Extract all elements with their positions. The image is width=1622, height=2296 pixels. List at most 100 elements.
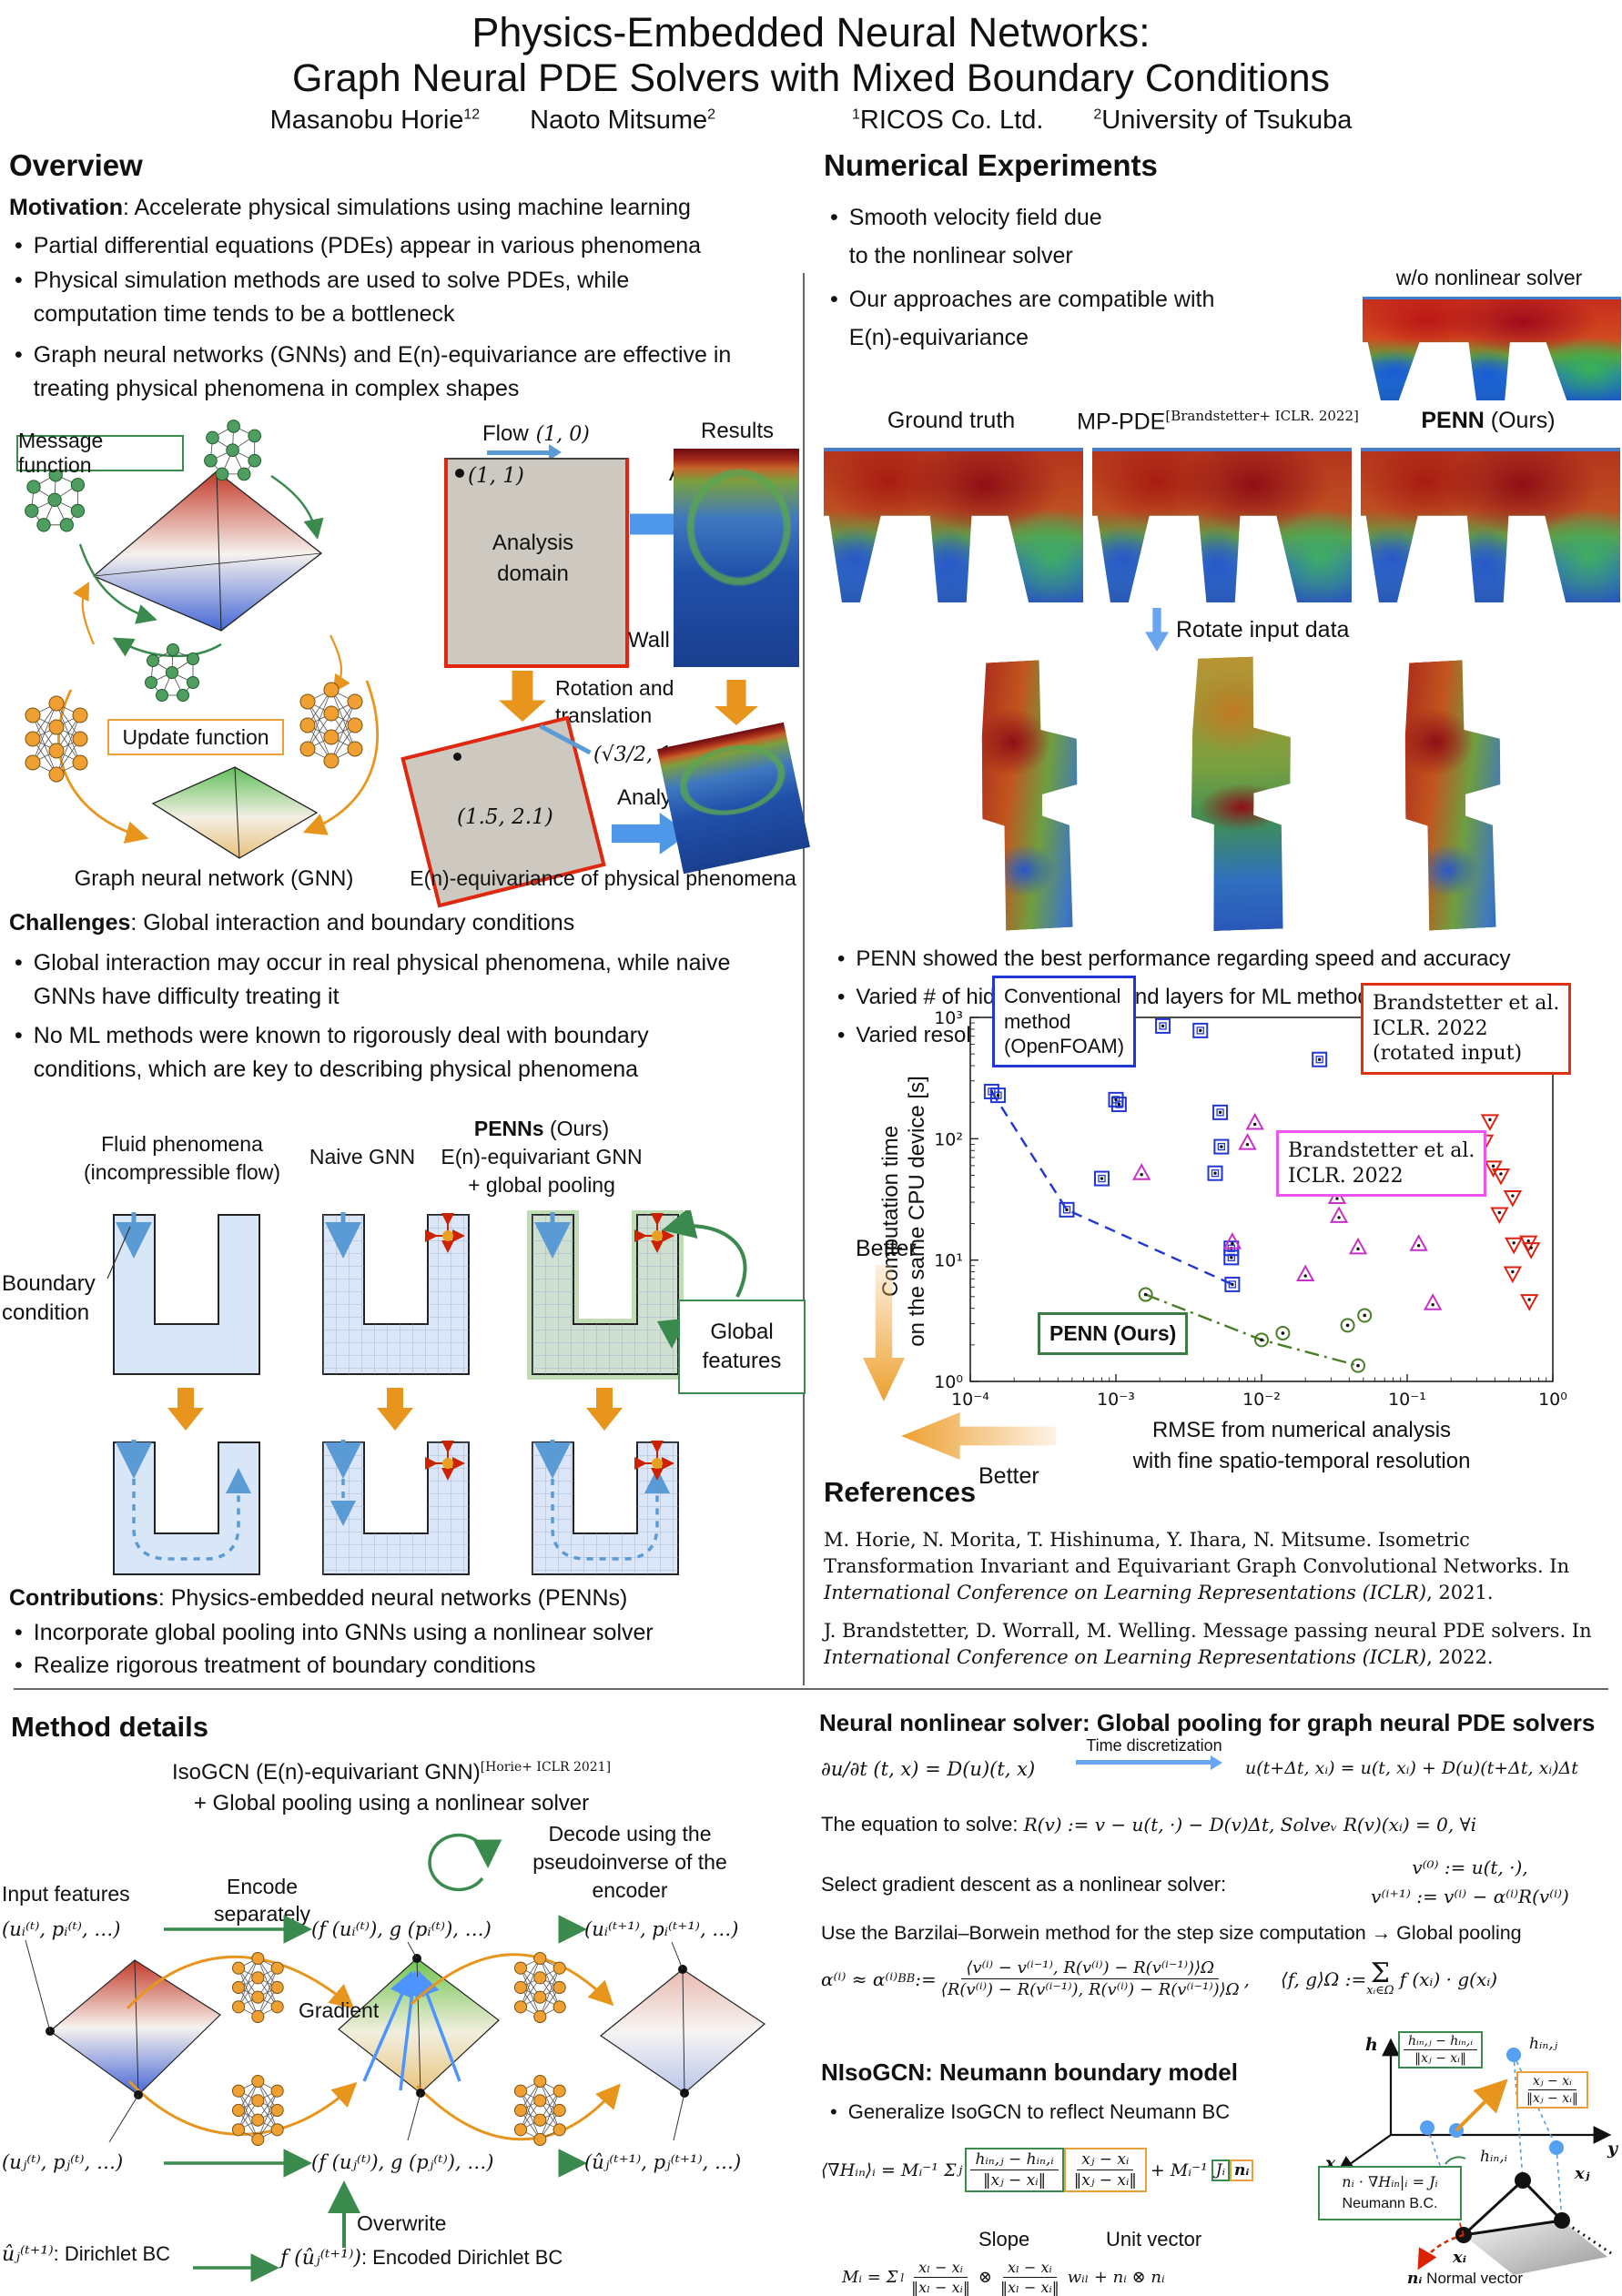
axis-h-label: h [1365, 2035, 1378, 2055]
legend-conventional: Conventional method (OpenFOAM) [992, 976, 1137, 1067]
solver-eq3-label: Select gradient descent as a nonlinear s… [821, 1873, 1227, 1896]
axis-y-label: y [1607, 2139, 1618, 2159]
cfd-results-image [674, 449, 799, 667]
poster-title-line1: Physics-Embedded Neural Networks: [471, 9, 1151, 56]
performance-chart: Computation time on the same CPU device [… [856, 976, 1622, 1489]
solver-eq1-rhs: u(t+Δt, xᵢ) = u(t, xᵢ) + D(u)(t+Δt, xᵢ)Δ… [1245, 1758, 1578, 1778]
rotated-point [453, 753, 461, 761]
unit-vector-label: Unit vector [1106, 2228, 1202, 2250]
chart-xlabel-2: with fine spatio-temporal resolution [1132, 1449, 1471, 1473]
slope-label: Slope [978, 2228, 1030, 2250]
author-1: Masanobu Horie12 [269, 106, 481, 135]
nisogcn-eqM: Mᵢ = Σ l xₗ − xᵢ ‖xₗ − xᵢ‖ ⊗ xₗ − xᵢ ‖xₗ −… [842, 2259, 1165, 2296]
better-left-label: Better [978, 1463, 1039, 1489]
encode-label: Encode separately [213, 1875, 311, 1926]
global-features-box: Global features [678, 1300, 806, 1394]
authors-row: Masanobu Horie12 Naoto Mitsume2 1RICOS C… [0, 106, 1622, 136]
column-divider [803, 273, 805, 1685]
contributions-bullet-2: Realize rigorous treatment of boundary c… [15, 1653, 788, 1679]
overwrite-label: Overwrite [357, 2211, 447, 2235]
rotation-label: Rotation and translation [555, 676, 674, 727]
overview-bullet-1: Partial differential equations (PDEs) ap… [15, 229, 790, 263]
math-j-latent: (f (uⱼ⁽ᵗ⁾), g (pⱼ⁽ᵗ⁾), …) [311, 2151, 494, 2173]
boundary-condition-diagram [106, 1210, 747, 1575]
wo-solver-label: w/o nonlinear solver [1395, 266, 1583, 289]
overview-heading: Overview [9, 148, 143, 182]
section-divider [14, 1688, 1608, 1690]
diagram-slope-box: hᵢₙ,ⱼ − hᵢₙ,ᵢ ‖xⱼ − xᵢ‖ [1398, 2031, 1484, 2068]
reference-2: J. Brandstetter, D. Worrall, M. Welling.… [824, 1620, 1592, 1668]
wall-label: Wall [628, 628, 670, 652]
overview-bullet-3: Graph neural networks (GNNs) and E(n)-eq… [15, 339, 761, 406]
math-i-input: (uᵢ⁽ᵗ⁾, pᵢ⁽ᵗ⁾, …) [2, 1918, 121, 1940]
cfd-rotated-penn-image [1397, 658, 1509, 931]
message-function-label: Message function [16, 429, 184, 477]
result-bullet-1: PENN showed the best performance regardi… [837, 946, 1620, 972]
gnn-caption: Graph neural network (GNN) [74, 866, 354, 891]
domain-point-label: (1, 1) [468, 464, 524, 488]
analysis-domain-label: Analysis domain [492, 531, 574, 586]
references-heading: References [824, 1476, 977, 1508]
affiliation-1: 1RICOS Co. Ltd. [852, 106, 1044, 135]
normal-vector-label: nᵢ Normal vector [1407, 2270, 1523, 2288]
equivariance-caption: E(n)-equivariance of physical phenomena [410, 866, 796, 890]
svg-text:10⁻¹: 10⁻¹ [1388, 1390, 1426, 1410]
analysis-domain-box [444, 458, 629, 668]
rotate-input-label: Rotate input data [1176, 617, 1350, 642]
solver-eq4-label: Use the Barzilai–Borwein method for the … [821, 1922, 1522, 1944]
nisogcn-diagram: h x y hᵢₙ,ⱼ hᵢₙ,ᵢ xⱼ xᵢ hᵢₙ,ⱼ − hᵢₙ,ᵢ ‖xⱼ… [1318, 2028, 1622, 2296]
update-function-label: Update function [107, 719, 284, 755]
cfd-ground-truth-image [824, 448, 1083, 602]
rotation-arrow [499, 671, 546, 722]
math-i-output: (uᵢ⁽ᵗ⁺¹⁾, pᵢ⁽ᵗ⁺¹⁾, …) [584, 1918, 739, 1940]
challenge-col1-label: Fluid phenomena (incompressible flow) [83, 1132, 280, 1184]
xj-label: xⱼ [1575, 2164, 1590, 2183]
contributions-line: Contributions: Physics-embedded neural n… [9, 1585, 628, 1611]
experiments-bullet-1: Smooth velocity field due to the nonline… [830, 198, 1121, 275]
cfd-mp-pde-image [1092, 448, 1352, 602]
nisogcn-bullet: Generalize IsoGCN to reflect Neumann BC [830, 2100, 1322, 2124]
legend-brandstetter-rotated: Brandstetter et al. ICLR. 2022 (rotated in… [1361, 983, 1572, 1075]
math-j-output: (ûⱼ⁽ᵗ⁺¹⁾, pⱼ⁽ᵗ⁺¹⁾, …) [584, 2151, 742, 2173]
encoded-dirichlet-label: f (ûⱼ⁽ᵗ⁺¹⁾): Encoded Dirichlet BC [280, 2246, 563, 2270]
method-heading: Method details [11, 1711, 209, 1743]
flow-arrowhead [549, 444, 562, 460]
solver-eq1-lhs: ∂u/∂t (t, x) = D(u)(t, x) [821, 1758, 1036, 1780]
challenge-col3-label: PENNs (Ours) E(n)-equivariant GNN + glob… [441, 1117, 643, 1197]
cfd-wo-solver-image [1363, 297, 1621, 400]
solver-heading: Neural nonlinear solver: Global pooling … [819, 1709, 1596, 1736]
experiments-heading: Numerical Experiments [824, 148, 1158, 182]
overview-bullet-2: Physical simulation methods are used to … [15, 264, 725, 331]
time-discretization-arrow: Time discretization [1072, 1736, 1236, 1770]
penn-label: PENN (Ours) [1421, 408, 1556, 433]
solver-eq3-math: v⁽⁰⁾ := u(t, ·), v⁽ⁱ⁺¹⁾ := v⁽ⁱ⁾ − α⁽ⁱ⁾R(… [1371, 1856, 1569, 1907]
svg-text:10⁻³: 10⁻³ [1097, 1390, 1135, 1410]
svg-text:10⁰: 10⁰ [934, 1372, 963, 1392]
axis-x-label: x [1325, 2153, 1336, 2173]
math-i-latent: (f (uᵢ⁽ᵗ⁾), g (pᵢ⁽ᵗ⁾), …) [311, 1918, 492, 1940]
challenges-line: Challenges: Global interaction and bound… [9, 910, 575, 936]
svg-text:10³: 10³ [934, 1008, 963, 1028]
gradient-label: Gradient [299, 1998, 380, 2022]
rotate-input-arrow [1145, 608, 1169, 652]
gnn-diagram [25, 420, 380, 859]
experiments-bullet-2: Our approaches are compatible with E(n)-… [830, 280, 1240, 357]
solver-eq5: α⁽ⁱ⁾ ≈ α⁽ⁱ⁾ BB := ⟨v⁽ⁱ⁾ − v⁽ⁱ⁻¹⁾, R(v⁽ⁱ⁾)… [821, 1957, 1498, 1999]
domain-point [455, 469, 464, 478]
nisogcn-heading: NIsoGCN: Neumann boundary model [821, 2058, 1238, 2086]
flow-arrow [487, 450, 551, 455]
legend-brandstetter: Brandstetter et al. ICLR. 2022 [1276, 1130, 1487, 1197]
decode-label: Decode using the pseudoinverse of the en… [532, 1822, 727, 1902]
svg-text:10⁰: 10⁰ [1538, 1390, 1567, 1410]
better-down-label: Better [856, 1236, 917, 1261]
cfd-rotated-mp-image [1186, 655, 1297, 932]
dirichlet-label: ûⱼ⁽ᵗ⁺¹⁾: Dirichlet BC [2, 2242, 171, 2266]
neumann-box: nᵢ · ∇Hᵢₙ|ᵢ = Jᵢ Neumann B.C. [1318, 2166, 1462, 2220]
challenges-bullet-1: Global interaction may occur in real phy… [15, 946, 743, 1014]
cfd-rotated-gt-image [974, 658, 1086, 931]
method-pipeline-art [25, 1833, 765, 2282]
hini-label: hᵢₙ,ᵢ [1480, 2148, 1508, 2166]
mp-pde-label: MP-PDE[Brandstetter+ ICLR. 2022] [1077, 408, 1359, 435]
legend-penn: PENN (Ours) [1038, 1312, 1189, 1355]
